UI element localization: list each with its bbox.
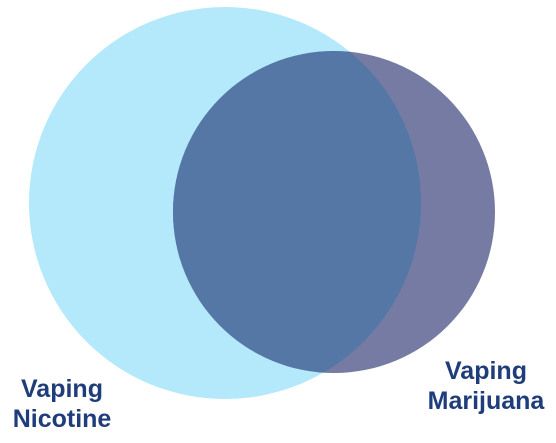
label-vaping-marijuana-line-2: Marijuana [427,387,545,415]
label-vaping-marijuana-line-1: Vaping [445,357,527,385]
label-vaping-nicotine-line-2: Nicotine [12,405,112,433]
label-vaping-nicotine: Vaping Nicotine [0,374,124,434]
label-vaping-nicotine-line-1: Vaping [21,375,103,403]
label-vaping-marijuana: Vaping Marijuana [416,356,556,416]
